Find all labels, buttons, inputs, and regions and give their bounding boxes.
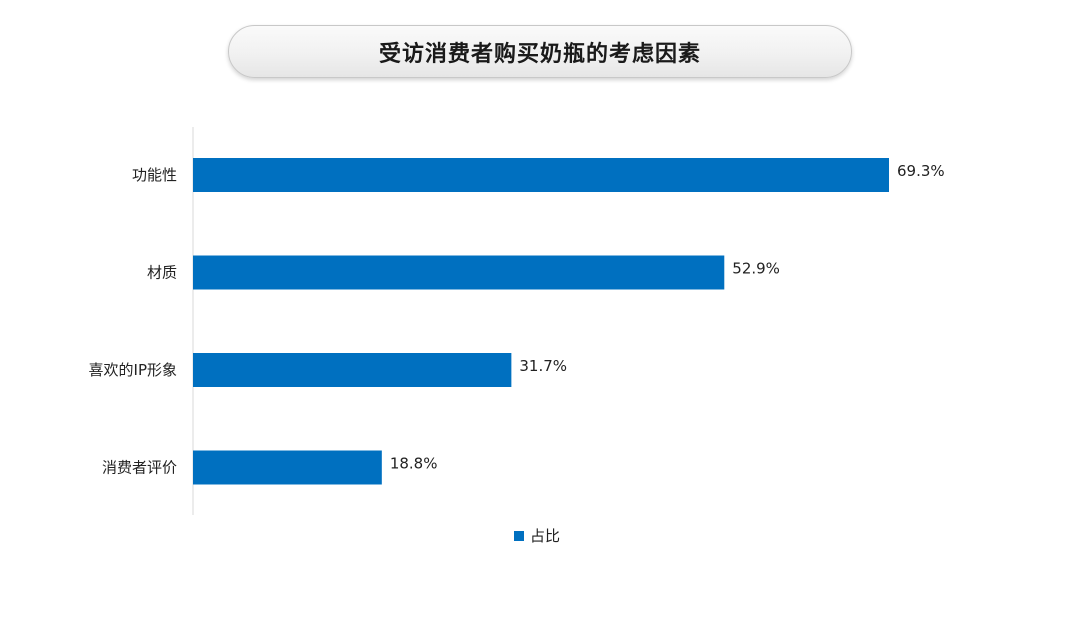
value-label-2: 31.7%: [519, 357, 567, 375]
value-label-0: 69.3%: [897, 162, 945, 180]
value-label-3: 18.8%: [390, 455, 438, 473]
category-label-2: 喜欢的IP形象: [89, 361, 177, 379]
value-label-1: 52.9%: [732, 260, 780, 278]
category-label-1: 材质: [147, 264, 177, 282]
bars-group: 功能性 69.3% 材质 52.9% 喜欢的IP形象 31.7% 消费者评价 18.8%: [89, 158, 945, 485]
legend-label: 占比: [530, 527, 561, 545]
chart-title: 受访消费者购买奶瓶的考虑因素: [378, 41, 701, 67]
category-label-0: 功能性: [132, 166, 177, 184]
legend: 占比: [514, 525, 560, 546]
bar-0: [193, 158, 889, 192]
bar-3: [193, 450, 382, 485]
bar-1: [193, 255, 725, 290]
category-label-3: 消费者评价: [102, 459, 177, 477]
chart-title-banner: 受访消费者购买奶瓶的考虑因素: [228, 25, 852, 78]
bar-2: [193, 353, 512, 387]
legend-swatch: [514, 530, 524, 541]
